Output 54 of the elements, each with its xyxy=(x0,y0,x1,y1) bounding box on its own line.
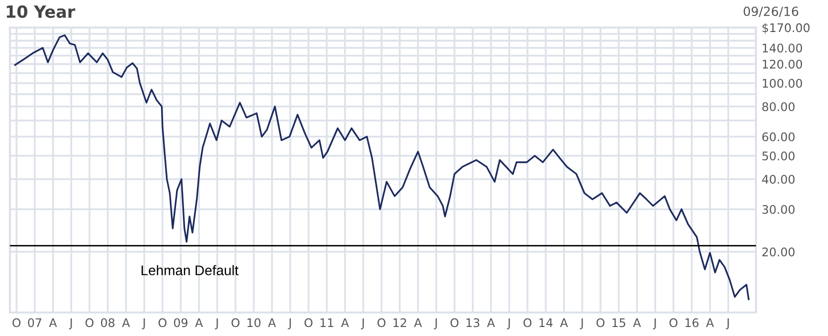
x-tick-label: O xyxy=(304,318,312,328)
x-tick-label: O xyxy=(86,318,94,328)
x-tick-label: A xyxy=(341,318,349,328)
x-tick-label: O xyxy=(158,318,166,328)
chart-title: 10 Year xyxy=(6,5,76,18)
x-tick-label: J xyxy=(506,318,510,330)
x-tick-label: 16 xyxy=(686,318,698,328)
x-tick-label: A xyxy=(560,318,568,328)
x-tick-label: J xyxy=(288,318,291,330)
x-tick-label: J xyxy=(726,318,729,330)
x-tick-label: A xyxy=(122,318,130,328)
line-series xyxy=(14,34,750,300)
x-tick-label: J xyxy=(434,318,437,330)
x-tick-label: O xyxy=(450,318,458,328)
ref-line-label: Lehman Default xyxy=(142,265,238,276)
y-tick-label: 80.00 xyxy=(762,102,795,112)
y-tick-label: 30.00 xyxy=(762,204,795,214)
x-tick-label: O xyxy=(669,318,678,328)
x-tick-label: J xyxy=(652,318,656,330)
x-tick-label: 07 xyxy=(28,318,42,328)
x-tick-label: A xyxy=(268,318,276,328)
y-tick-label: 60.00 xyxy=(762,132,795,142)
y-tick-label: 50.00 xyxy=(762,151,795,160)
x-tick-label: J xyxy=(360,318,364,330)
x-tick-label: J xyxy=(142,318,145,330)
x-tick-label: O xyxy=(12,318,20,328)
x-tick-label: 12 xyxy=(394,318,406,328)
x-tick-label: O xyxy=(596,318,604,328)
x-tick-label: 11 xyxy=(320,318,334,328)
x-tick-label: 14 xyxy=(540,318,553,328)
x-tick-label: A xyxy=(414,318,422,328)
x-tick-label: J xyxy=(68,318,72,330)
x-tick-label: 13 xyxy=(466,318,480,328)
chart-subtitle: 09/26/16 xyxy=(744,6,798,18)
y-tick-label: 140.00 xyxy=(762,44,802,53)
x-tick-label: A xyxy=(195,318,203,328)
y-tick-label: 120.00 xyxy=(762,60,802,69)
x-tick-label: 15 xyxy=(612,318,626,328)
x-tick-label: J xyxy=(214,318,218,330)
x-tick-label: A xyxy=(706,318,714,328)
y-tick-label: 20.00 xyxy=(762,247,795,256)
y-tick-label: $170.00 xyxy=(762,23,810,34)
x-tick-label: O xyxy=(378,318,386,328)
x-tick-label: 08 xyxy=(101,318,114,328)
y-tick-label: 40.00 xyxy=(762,174,795,184)
x-tick-label: A xyxy=(49,318,57,328)
x-tick-label: A xyxy=(487,318,495,328)
x-tick-label: O xyxy=(524,318,532,328)
x-tick-label: A xyxy=(633,318,641,328)
x-tick-label: O xyxy=(232,318,240,328)
y-tick-label: 100.00 xyxy=(762,78,802,88)
x-tick-label: 09 xyxy=(174,318,188,328)
x-tick-label: 10 xyxy=(248,318,260,328)
x-tick-label: J xyxy=(580,318,583,330)
